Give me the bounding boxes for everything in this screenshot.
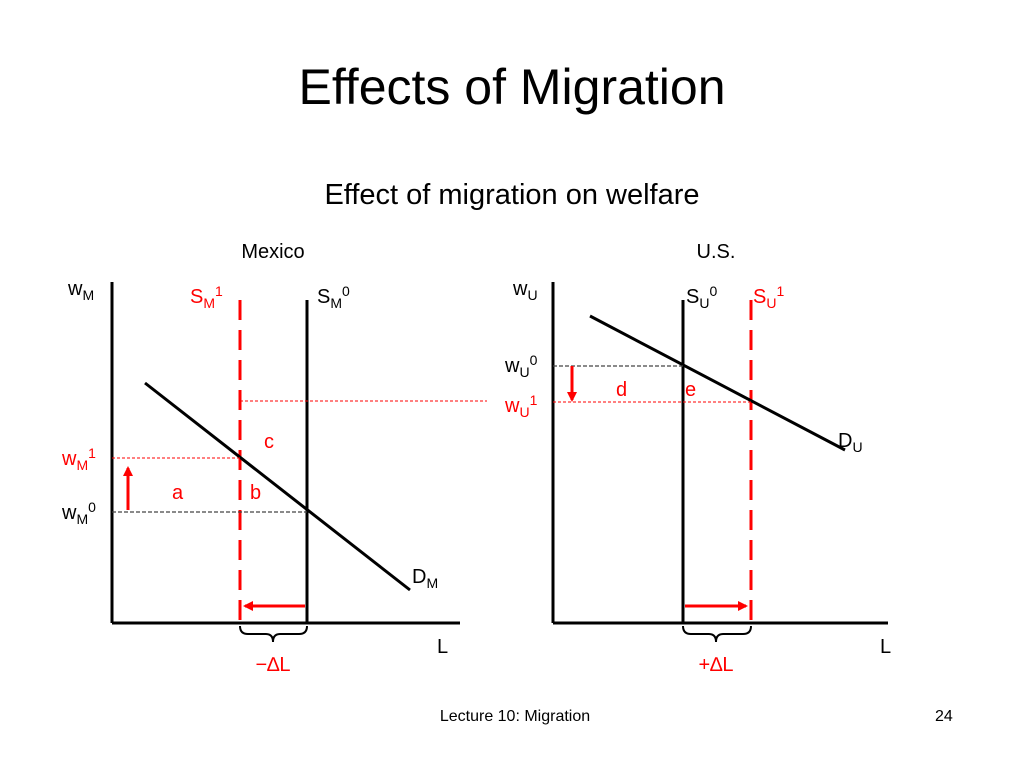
mexico-demand-line	[144, 381, 411, 592]
us-x-axis-label: L	[880, 636, 891, 658]
mexico-area-c-label: c	[264, 431, 274, 453]
us-wage-old-label: wU0	[504, 352, 538, 380]
mexico-panel: Mexico wM L SM1 SM0 DM wM1 wM0 a b c −∆L	[61, 241, 460, 676]
us-area-d-label: d	[616, 379, 627, 401]
us-demand-line	[589, 314, 846, 452]
us-demand-label: DU	[838, 430, 863, 455]
us-supply-old-label: SU0	[686, 283, 717, 311]
mexico-area-a-label: a	[172, 482, 184, 504]
mexico-delta-label: −∆L	[255, 654, 290, 676]
us-y-axis-label: wU	[512, 278, 538, 303]
mexico-wage-old-label: wM0	[61, 499, 96, 527]
mexico-x-axis-label: L	[437, 636, 448, 658]
us-wage-new-label: wU1	[504, 392, 538, 420]
slide-page-number: 24	[935, 708, 953, 725]
us-area-e-label: e	[685, 379, 696, 401]
us-panel: U.S. wU L SU0 SU1 DU wU0 wU1 d e +∆L	[504, 241, 891, 676]
mexico-delta-brace	[239, 625, 308, 643]
slide-subtitle: Effect of migration on welfare	[324, 179, 700, 211]
mexico-supply-old-label: SM0	[317, 283, 350, 311]
slide-title: Effects of Migration	[298, 59, 726, 115]
mexico-area-b-label: b	[250, 482, 261, 504]
mexico-panel-label: Mexico	[241, 241, 304, 263]
slide-footer: Lecture 10: Migration	[439, 708, 591, 725]
us-delta-brace	[682, 625, 752, 643]
mexico-supply-new-label: SM1	[190, 283, 223, 311]
mexico-demand-label: DM	[412, 566, 438, 591]
mexico-y-axis-label: wM	[67, 278, 94, 303]
us-delta-label: +∆L	[698, 654, 733, 676]
us-supply-new-label: SU1	[753, 283, 784, 311]
mexico-wage-new-label: wM1	[61, 445, 96, 473]
us-panel-label: U.S.	[697, 241, 736, 263]
